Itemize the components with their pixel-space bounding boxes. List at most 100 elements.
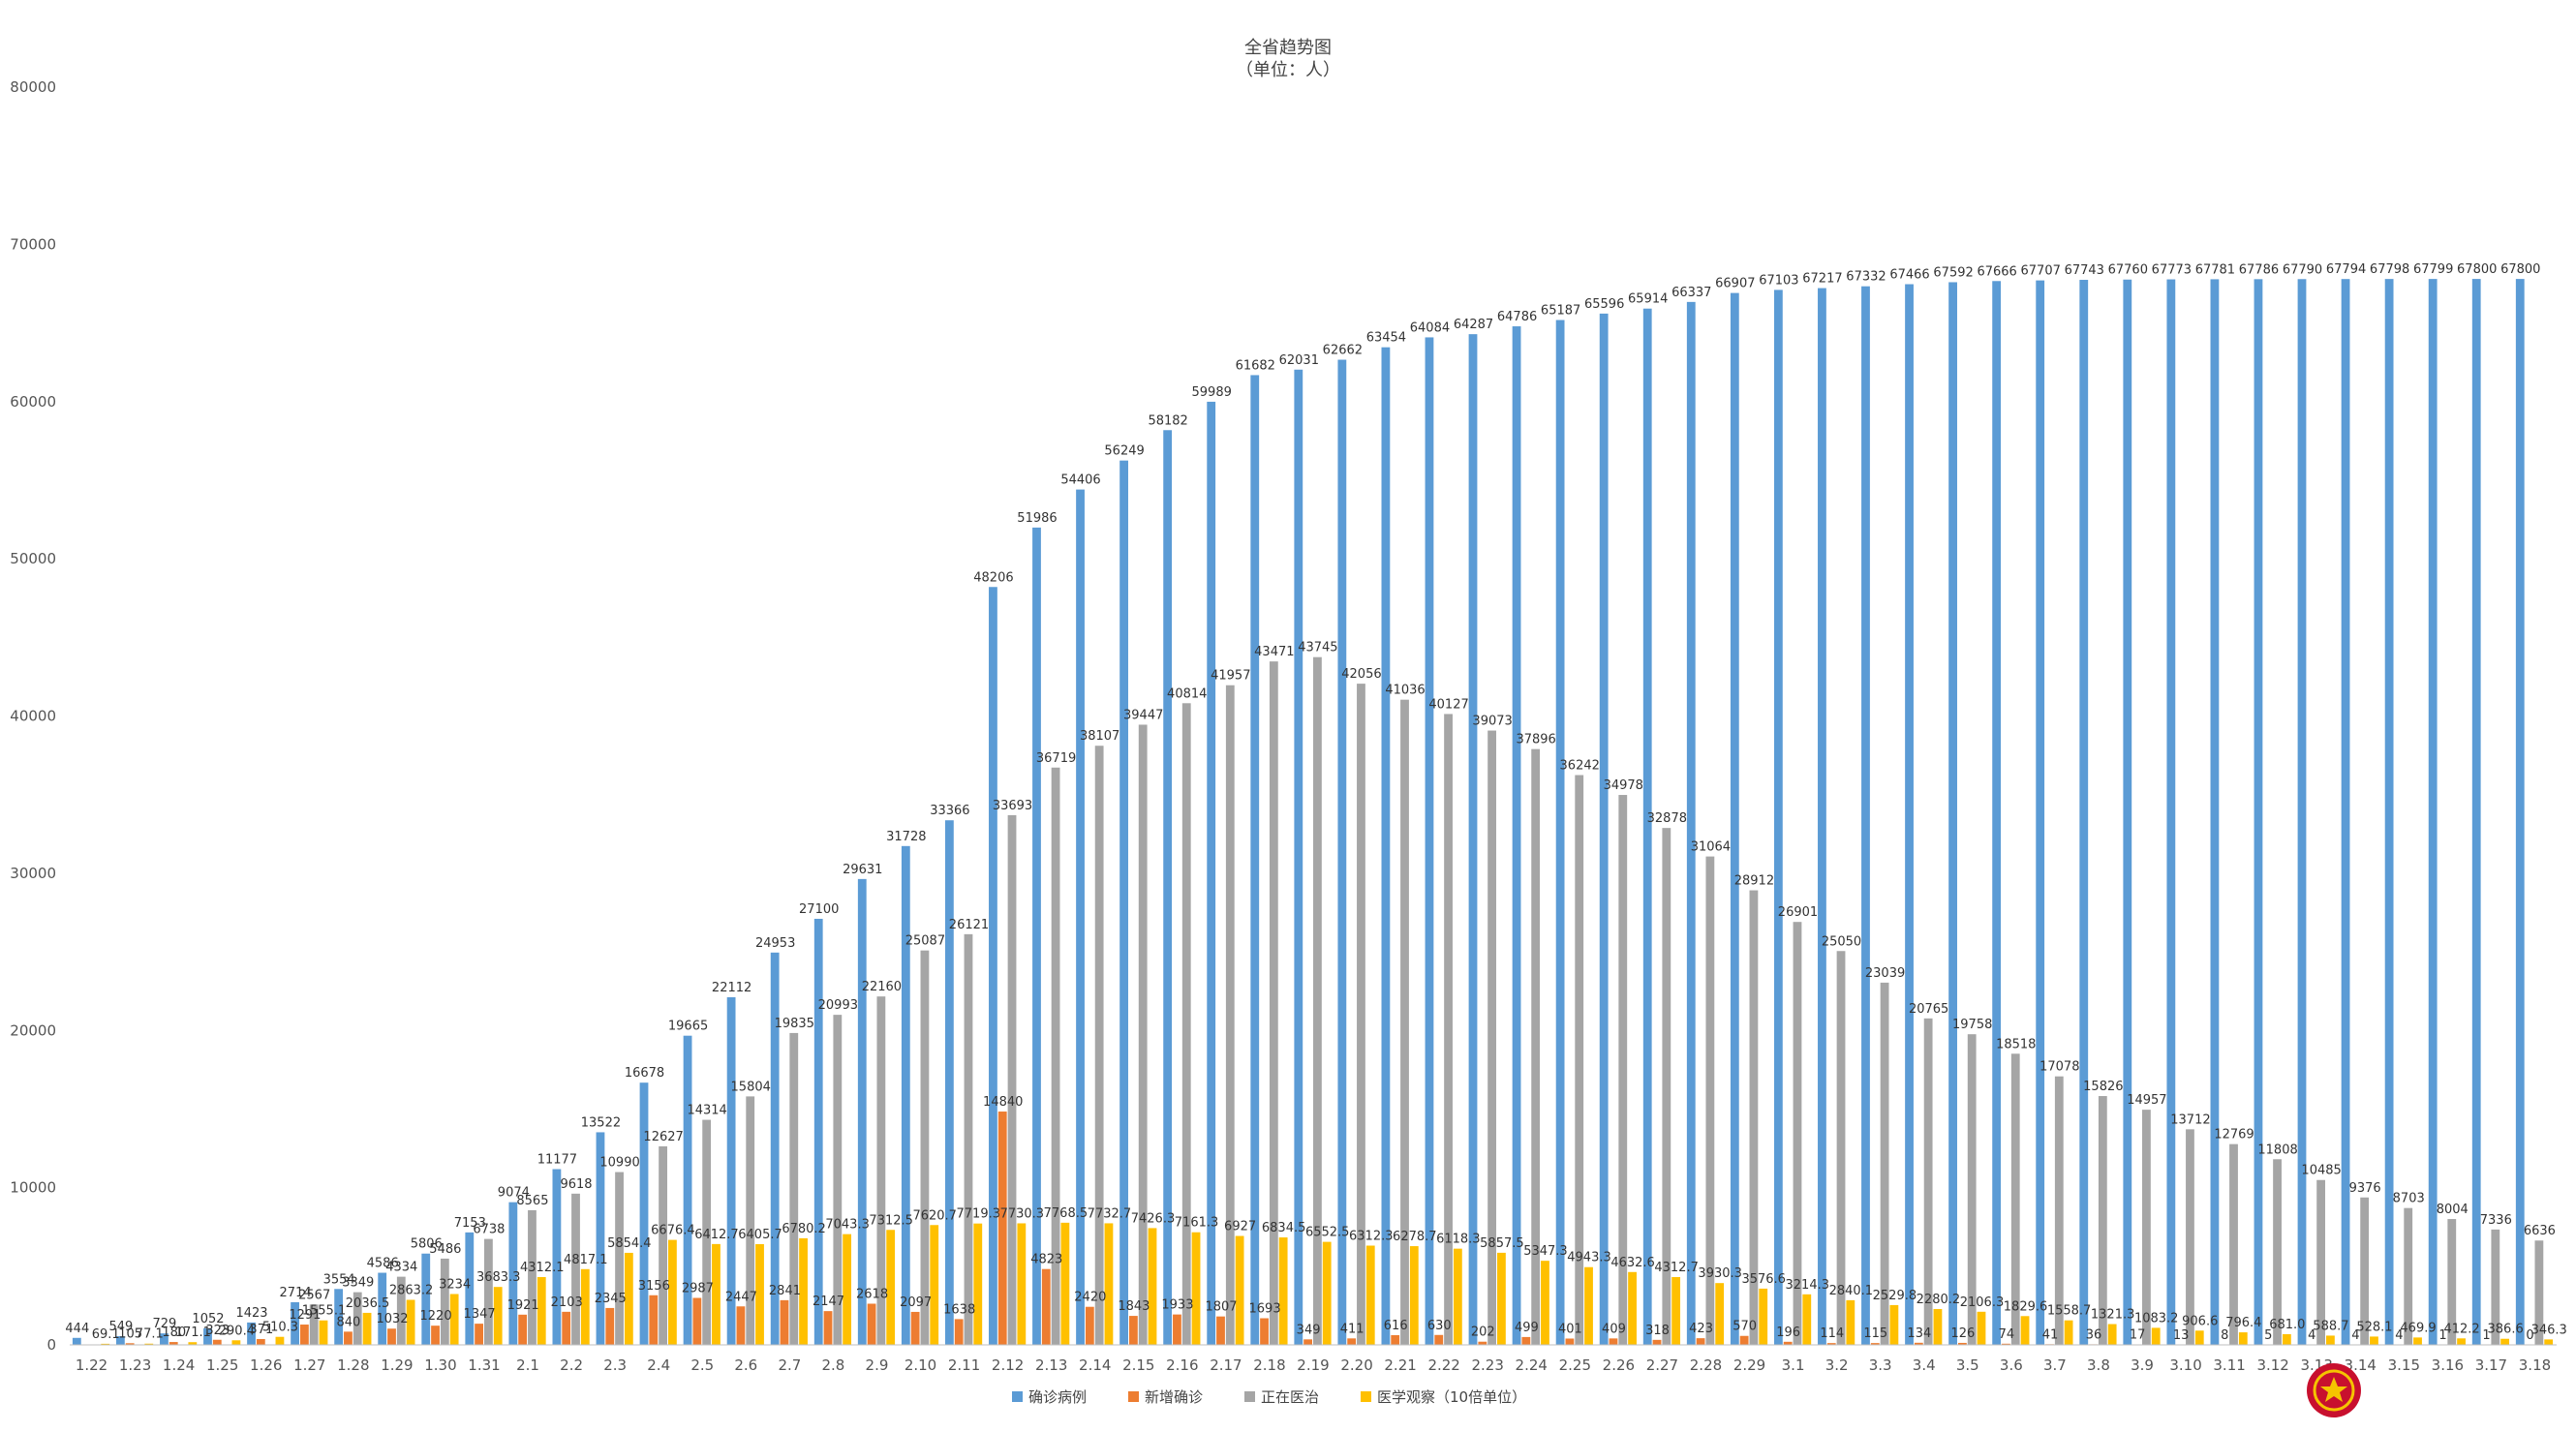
x-tick-label: 2.15 — [1122, 1356, 1154, 1374]
data-label: 2147 — [813, 1295, 844, 1309]
data-label: 67666 — [1977, 264, 2016, 279]
data-label: 7161.3 — [1175, 1216, 1219, 1231]
data-label: 3554 — [323, 1272, 355, 1287]
data-label: 5857.5 — [1480, 1236, 1524, 1251]
data-label: 6927 — [1224, 1220, 1256, 1234]
y-tick-label: 10000 — [10, 1179, 56, 1197]
x-tick-label: 2.9 — [866, 1356, 889, 1374]
data-label: 3349 — [342, 1276, 374, 1291]
bar — [309, 1304, 319, 1345]
data-label: 59989 — [1192, 385, 1232, 400]
bar — [1609, 1338, 1618, 1345]
x-tick-label: 2.1 — [516, 1356, 539, 1374]
data-label: 1 — [2482, 1328, 2490, 1343]
data-label: 2106.3 — [1960, 1295, 2005, 1310]
bar — [291, 1301, 299, 1345]
bar — [2194, 1330, 2204, 1345]
x-tick-label: 2.20 — [1340, 1356, 1372, 1374]
data-label: 1347 — [464, 1307, 496, 1322]
bar — [833, 1015, 843, 1345]
bar — [1322, 1241, 1332, 1345]
bar — [1967, 1034, 1977, 1345]
bar — [712, 1243, 721, 1345]
data-label: 6834.5 — [1262, 1221, 1306, 1235]
data-label: 32878 — [1647, 811, 1687, 826]
bar — [537, 1276, 546, 1345]
bar — [1933, 1308, 1943, 1345]
bar — [910, 1311, 920, 1345]
data-label: 423 — [1689, 1322, 1713, 1336]
bar — [1555, 320, 1565, 1345]
data-label: 5486 — [429, 1242, 461, 1257]
data-label: 2840.1 — [1829, 1284, 1874, 1298]
data-label: 62662 — [1323, 344, 1363, 358]
bar — [1715, 1283, 1725, 1345]
data-label: 4817.1 — [564, 1253, 608, 1267]
legend-item: 医学观察（10倍单位） — [1377, 1388, 1526, 1406]
data-label: 40814 — [1167, 686, 1207, 701]
data-label: 74 — [1999, 1327, 2015, 1342]
legend: 确诊病例 新增确诊 正在医治 医学观察（10倍单位） — [1012, 1388, 1526, 1406]
data-label: 1052 — [192, 1312, 224, 1326]
bar — [1618, 795, 1628, 1345]
data-label: 105 — [118, 1326, 142, 1341]
x-tick-label: 1.27 — [293, 1356, 325, 1374]
data-label: 67707 — [2021, 264, 2061, 279]
bar — [1818, 288, 1826, 1345]
data-label: 6738 — [473, 1223, 505, 1237]
bar — [702, 1119, 712, 1345]
legend-swatch — [1012, 1391, 1023, 1402]
data-label: 8565 — [516, 1194, 548, 1208]
data-label: 2618 — [856, 1287, 888, 1301]
bar — [406, 1299, 415, 1345]
bar — [823, 1311, 833, 1345]
data-label: 67798 — [2370, 262, 2409, 277]
data-label: 1829.6 — [2004, 1299, 2048, 1314]
bar — [1138, 724, 1148, 1345]
bar — [1793, 922, 1802, 1345]
data-label: 67466 — [1889, 268, 1929, 283]
bar — [857, 878, 867, 1345]
data-label: 1807 — [1205, 1300, 1237, 1315]
bar — [1773, 289, 1783, 1345]
y-tick-label: 80000 — [10, 78, 56, 96]
x-tick-label: 1.25 — [206, 1356, 238, 1374]
chart-title: 全省趋势图 — [1244, 38, 1332, 58]
x-tick-label: 2.8 — [821, 1356, 844, 1374]
legend-item: 正在医治 — [1261, 1388, 1319, 1406]
data-label: 65187 — [1541, 304, 1580, 319]
data-label: 1921 — [507, 1298, 539, 1313]
data-label: 24953 — [755, 936, 795, 951]
data-label: 41 — [2042, 1327, 2059, 1342]
data-label: 58182 — [1148, 413, 1187, 428]
data-label: 67800 — [2500, 262, 2540, 277]
bar — [231, 1340, 241, 1345]
data-label: 444 — [65, 1322, 89, 1336]
x-tick-label: 2.10 — [905, 1356, 936, 1374]
data-label: 323 — [205, 1324, 230, 1338]
data-label: 40127 — [1428, 697, 1468, 712]
bar — [528, 1209, 537, 1345]
bar — [299, 1325, 309, 1345]
data-label: 7336 — [2480, 1213, 2512, 1228]
bar — [2534, 1240, 2544, 1345]
data-label: 134 — [1907, 1326, 1931, 1341]
bar — [1076, 489, 1085, 1345]
bar — [1487, 730, 1497, 1345]
data-label: 0 — [2526, 1328, 2533, 1343]
data-label: 1843 — [1118, 1299, 1150, 1314]
x-tick-label: 3.2 — [1825, 1356, 1849, 1374]
bar — [954, 1319, 964, 1345]
bar — [901, 845, 910, 1345]
bar — [649, 1295, 659, 1345]
bar — [1730, 292, 1739, 1345]
data-label: 411 — [1340, 1322, 1365, 1336]
bar — [1434, 1334, 1444, 1345]
x-tick-label: 2.23 — [1472, 1356, 1504, 1374]
data-label: 10485 — [2301, 1164, 2341, 1178]
data-label: 1220 — [420, 1309, 452, 1324]
bar — [2370, 1336, 2378, 1345]
x-tick-label: 2.7 — [778, 1356, 801, 1374]
bar — [1381, 347, 1391, 1346]
